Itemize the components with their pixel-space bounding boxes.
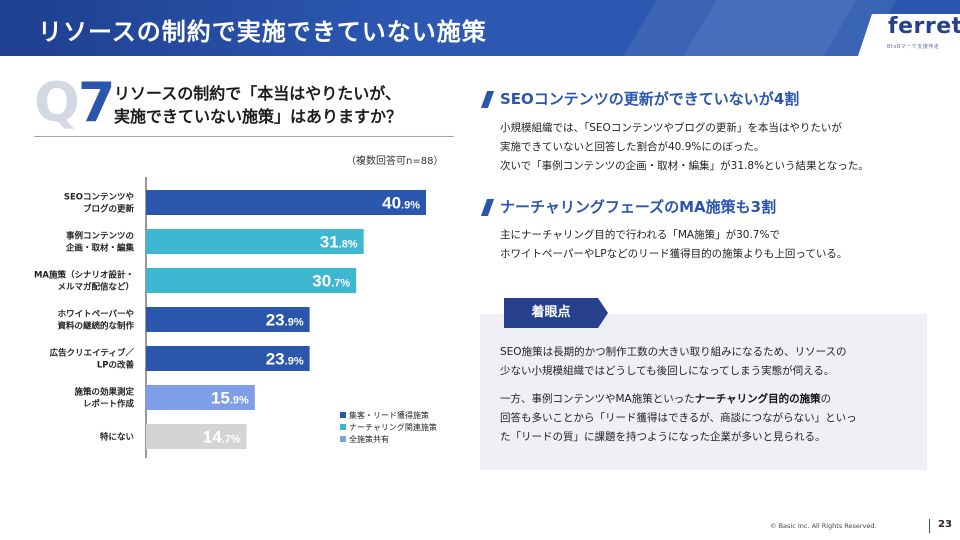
bar-value-label: 14.7%	[203, 428, 241, 447]
category-label-line: 施策の効果測定	[74, 387, 134, 398]
question-divider	[34, 136, 454, 137]
category-label-line: LPの改善	[97, 360, 135, 371]
value-integer: 23	[266, 311, 285, 330]
category-label-line: SEOコンテンツや	[64, 192, 134, 203]
question-letter: Q	[34, 71, 80, 134]
bar-7	[146, 424, 247, 449]
category-label-line: 企画・取材・編集	[65, 243, 135, 254]
value-integer: 40	[382, 194, 401, 213]
question-text: リソースの制約で「本当はやりたいが、 実施できていない施策」はありますか？	[114, 82, 454, 128]
value-decimal: .7%	[222, 434, 241, 446]
category-label-line: ホワイトペーパーや	[58, 309, 134, 320]
category-label-line: レポート作成	[83, 399, 135, 410]
legend-label: ナーチャリング関連施策	[349, 422, 437, 432]
section-1-line-1: 小規模組織では、「SEOコンテンツやブログの更新」を本当はやりたいが	[500, 122, 842, 134]
question-line-2: 実施できていない施策」はありますか？	[114, 107, 403, 126]
category-label-line: 資料の継続的な制作	[56, 321, 134, 332]
category-label: 広告クリエイティブ／ LPの改善	[50, 348, 135, 371]
value-integer: 14	[203, 428, 222, 447]
value-decimal: .8%	[339, 239, 358, 251]
focus-panel	[480, 314, 927, 470]
section-marker	[480, 91, 495, 108]
ferret-logo: ferret	[888, 14, 960, 39]
focus-p2-line-2: 回答も多いことから「リード獲得はできるが、商談につながらない」といっ	[500, 412, 857, 424]
logo-tagline: BtoBマーケ支援伴走	[887, 44, 940, 50]
category-label: ホワイトペーパーや資料の継続的な制作	[56, 309, 134, 332]
value-integer: 15	[211, 389, 230, 408]
legend-swatch	[340, 424, 346, 430]
question-digit: 7	[77, 71, 116, 134]
value-decimal: .7%	[331, 278, 350, 290]
page-title: リソースの制約で実施できていない施策	[38, 18, 487, 46]
category-label-line: 特にない	[100, 432, 134, 443]
bar-value-label: 23.9%	[266, 350, 304, 369]
legend-label: 全施策共有	[349, 434, 389, 444]
legend-swatch	[340, 412, 346, 418]
bar-1	[146, 190, 426, 215]
section-2-line-2: ホワイトペーパーやLPなどのリード獲得目的の施策よりも上回っている。	[500, 248, 848, 260]
sample-note: （複数回答可n=88）	[346, 156, 444, 167]
bar-5	[146, 346, 310, 371]
focus-tag: 着眼点	[504, 298, 608, 328]
focus-p2-pre: 一方、事例コンテンツやMA施策といった	[500, 393, 695, 405]
bar-6	[146, 385, 255, 410]
focus-p2-bold: ナーチャリング目的の施策	[694, 393, 821, 405]
category-label: 事例コンテンツの企画・取材・編集	[65, 231, 135, 254]
bar-value-label: 40.9%	[382, 194, 420, 213]
legend-label: 集客・リード獲得施策	[349, 410, 429, 420]
focus-p1-line-2: 少ない小規模組織ではどうしても後回しになってしまう実態が伺える。	[500, 365, 835, 377]
legend-swatch	[340, 436, 346, 442]
focus-p1-line-1: SEO施策は長期的かつ制作工数の大きい取り組みになるため、リソースの	[500, 346, 847, 358]
copyright: © Basic Inc. All Rights Reserved.	[770, 522, 877, 530]
category-label-line: MA施策（シナリオ設計・	[34, 270, 134, 281]
footer-divider	[929, 519, 930, 533]
value-integer: 30	[312, 272, 331, 291]
section-1-line-2: 実施できていないと回答した割合が40.9%にのぼった。	[500, 141, 765, 153]
section-marker	[480, 199, 495, 216]
question-line-1: リソースの制約で「本当はやりたいが、	[114, 84, 401, 103]
value-integer: 23	[266, 350, 285, 369]
category-label-line: メルマガ配信など）	[57, 282, 134, 293]
header-bar	[0, 0, 960, 56]
category-label-line: 広告クリエイティブ／	[50, 348, 135, 359]
value-decimal: .9%	[401, 200, 420, 212]
section-1-text: 小規模組織では、「SEOコンテンツやブログの更新」を本当はやりたいが 実施できて…	[500, 119, 869, 176]
category-label-line: 事例コンテンツの	[66, 231, 134, 242]
section-2-text: 主にナーチャリング目的で行われる「MA施策」が30.7%で ホワイトペーパーやL…	[500, 226, 847, 264]
section-1-line-3: 次いで「事例コンテンツの企画・取材・編集」が31.8%という結果となった。	[500, 160, 869, 172]
value-integer: 31	[320, 233, 339, 252]
question-number: Q7	[34, 76, 115, 130]
category-label: 特にない	[100, 432, 134, 443]
section-2-line-1: 主にナーチャリング目的で行われる「MA施策」が30.7%で	[500, 229, 780, 241]
logo-background	[858, 14, 960, 56]
focus-p2-line-1: 一方、事例コンテンツやMA施策といったナーチャリング目的の施策の	[500, 390, 857, 409]
focus-paragraph-2: 一方、事例コンテンツやMA施策といったナーチャリング目的の施策の 回答も多いこと…	[500, 390, 857, 447]
bar-value-label: 31.8%	[320, 233, 358, 252]
page-number: 23	[938, 519, 952, 530]
category-label: MA施策（シナリオ設計・メルマガ配信など）	[34, 270, 134, 293]
focus-p2-line-3: た「リードの質」に課題を持つようになった企業が多いと見られる。	[500, 431, 826, 443]
category-label-line: ブログの更新	[83, 204, 135, 215]
value-decimal: .9%	[230, 395, 249, 407]
bar-chart: 40.9%SEOコンテンツやブログの更新31.8%事例コンテンツの企画・取材・編…	[34, 177, 437, 458]
category-label: 施策の効果測定レポート作成	[74, 387, 134, 410]
bar-2	[146, 229, 364, 254]
value-decimal: .9%	[285, 317, 304, 329]
bar-3	[146, 268, 357, 293]
focus-p2-post: の	[820, 393, 832, 405]
bar-4	[146, 307, 310, 332]
section-1-title: SEOコンテンツの更新ができていないが4割	[500, 90, 800, 108]
bar-value-label: 23.9%	[266, 311, 304, 330]
category-label: SEOコンテンツやブログの更新	[64, 192, 135, 215]
value-decimal: .9%	[285, 356, 304, 368]
bar-value-label: 30.7%	[312, 272, 350, 291]
bar-value-label: 15.9%	[211, 389, 249, 408]
section-2-title: ナーチャリングフェーズのMA施策も3割	[500, 198, 777, 216]
focus-paragraph-1: SEO施策は長期的かつ制作工数の大きい取り組みになるため、リソースの 少ない小規…	[500, 343, 847, 381]
